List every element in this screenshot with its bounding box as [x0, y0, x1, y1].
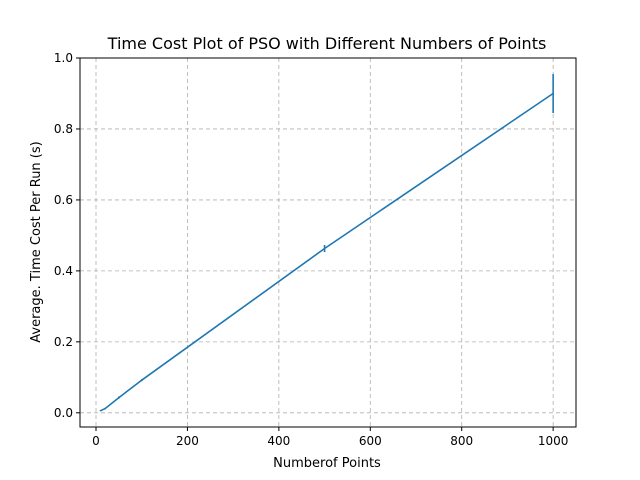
y-axis-label: Average. Time Cost Per Run (s) — [29, 141, 44, 342]
x-tick-label: 800 — [450, 434, 473, 448]
y-tick-label: 0.8 — [54, 122, 73, 136]
x-tick-label: 600 — [359, 434, 382, 448]
y-tick-label: 0.0 — [54, 406, 73, 420]
y-tick-label: 1.0 — [54, 51, 73, 65]
series-layer — [99, 73, 554, 412]
y-axis-ticks: 0.0 0.2 0.4 0.6 0.8 1.0 — [54, 51, 80, 420]
x-tick-label: 0 — [92, 434, 100, 448]
y-tick-label: 0.6 — [54, 193, 73, 207]
y-tick-label: 0.2 — [54, 335, 73, 349]
chart-title: Time Cost Plot of PSO with Different Num… — [107, 34, 547, 53]
y-tick-label: 0.4 — [54, 264, 73, 278]
x-tick-label: 200 — [176, 434, 199, 448]
x-tick-label: 400 — [267, 434, 290, 448]
axes-frame — [79, 57, 577, 428]
x-axis-ticks: 0 200 400 600 800 1000 — [92, 427, 568, 448]
x-tick-label: 1000 — [538, 434, 569, 448]
x-axis-label: Numberof Points — [273, 456, 381, 471]
